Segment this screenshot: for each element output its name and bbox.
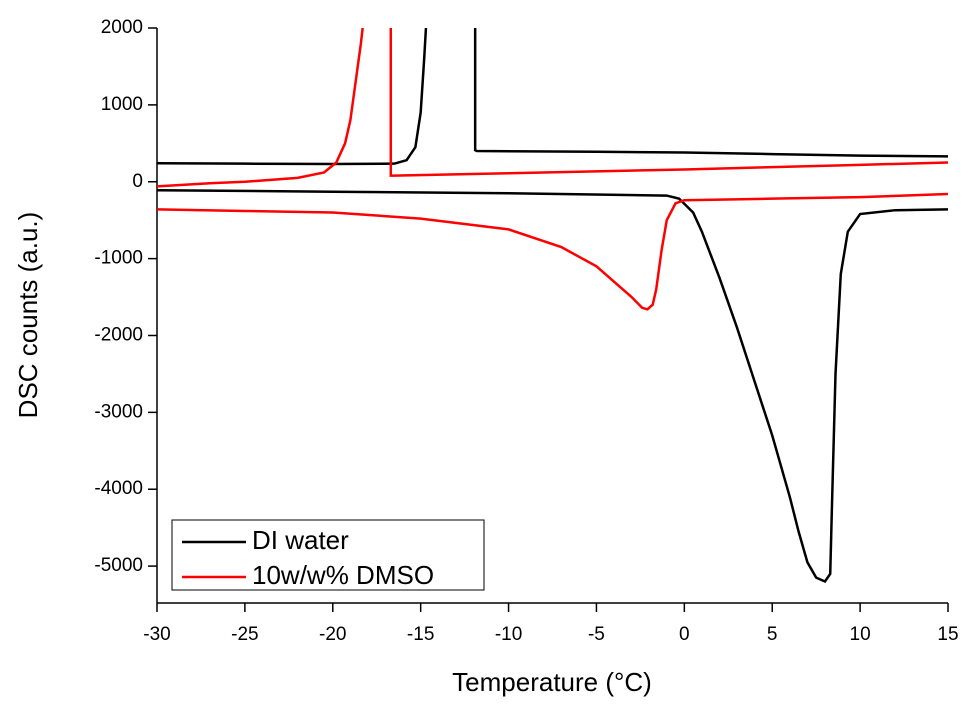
x-tick-label: -20: [319, 624, 346, 645]
y-tick-label: -5000: [94, 555, 143, 576]
y-tick-label: -3000: [94, 401, 143, 422]
x-tick-label: 10: [850, 624, 871, 645]
x-tick-label: 15: [937, 624, 958, 645]
legend-label: 10w/w% DMSO: [252, 560, 434, 590]
x-tick-label: 5: [767, 624, 778, 645]
legend-label: DI water: [252, 525, 349, 555]
x-axis-label: Temperature (°C): [452, 667, 652, 697]
series-line: [157, 28, 948, 311]
x-tick-label: -15: [407, 624, 434, 645]
y-tick-label: -2000: [94, 325, 143, 346]
x-tick-label: -10: [495, 624, 522, 645]
y-tick-label: 0: [132, 171, 143, 192]
y-tick-label: -1000: [94, 248, 143, 269]
x-tick-label: 0: [679, 624, 690, 645]
x-tick-label: -5: [588, 624, 605, 645]
plot-area: [157, 28, 948, 584]
y-axis-label: DSC counts (a.u.): [13, 212, 43, 419]
x-tick-label: -25: [231, 624, 258, 645]
y-tick-label: -4000: [94, 478, 143, 499]
series-line: [157, 28, 948, 584]
y-tick-label: 1000: [101, 94, 143, 115]
x-tick-label: -30: [143, 624, 170, 645]
legend: [171, 519, 485, 591]
y-tick-label: 2000: [101, 17, 143, 38]
